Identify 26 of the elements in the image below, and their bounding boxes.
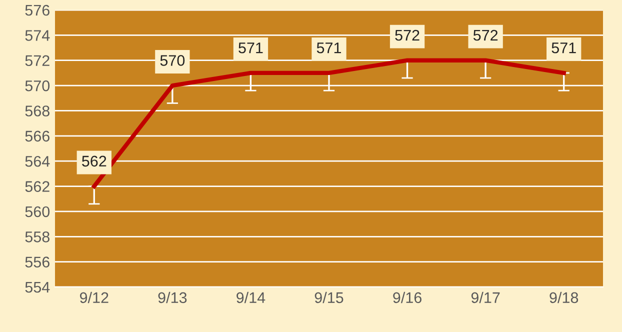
data-label: 572 [395, 30, 420, 41]
y-tick-label: 562 [25, 181, 50, 192]
x-tick-label: 9/17 [471, 292, 500, 304]
y-tick-label: 556 [25, 256, 50, 268]
y-tick-label: 576 [25, 4, 50, 16]
y-tick-label: 574 [25, 30, 50, 41]
x-tick-label: 9/18 [550, 292, 578, 304]
y-tick-label: 564 [25, 156, 50, 167]
x-tick-label: 9/12 [80, 292, 108, 304]
y-tick-label: 560 [25, 206, 50, 218]
y-tick-label: 558 [25, 232, 50, 242]
y-tick-label: 554 [25, 282, 50, 293]
y-tick-label: 572 [25, 55, 50, 66]
data-label: 571 [238, 42, 263, 54]
y-tick-label: 568 [25, 106, 50, 116]
x-tick-label: 9/16 [393, 292, 422, 304]
y-tick-label: 566 [25, 130, 50, 142]
data-label: 571 [316, 42, 341, 54]
x-tick-label: 9/15 [314, 292, 344, 304]
y-tick-label: 570 [25, 80, 50, 92]
x-tick-label: 9/13 [158, 292, 187, 304]
data-label: 571 [552, 42, 576, 54]
x-tick-label: 9/14 [236, 292, 266, 304]
data-label: 572 [473, 30, 498, 41]
data-label: 570 [160, 55, 185, 66]
data-label: 562 [82, 156, 106, 167]
